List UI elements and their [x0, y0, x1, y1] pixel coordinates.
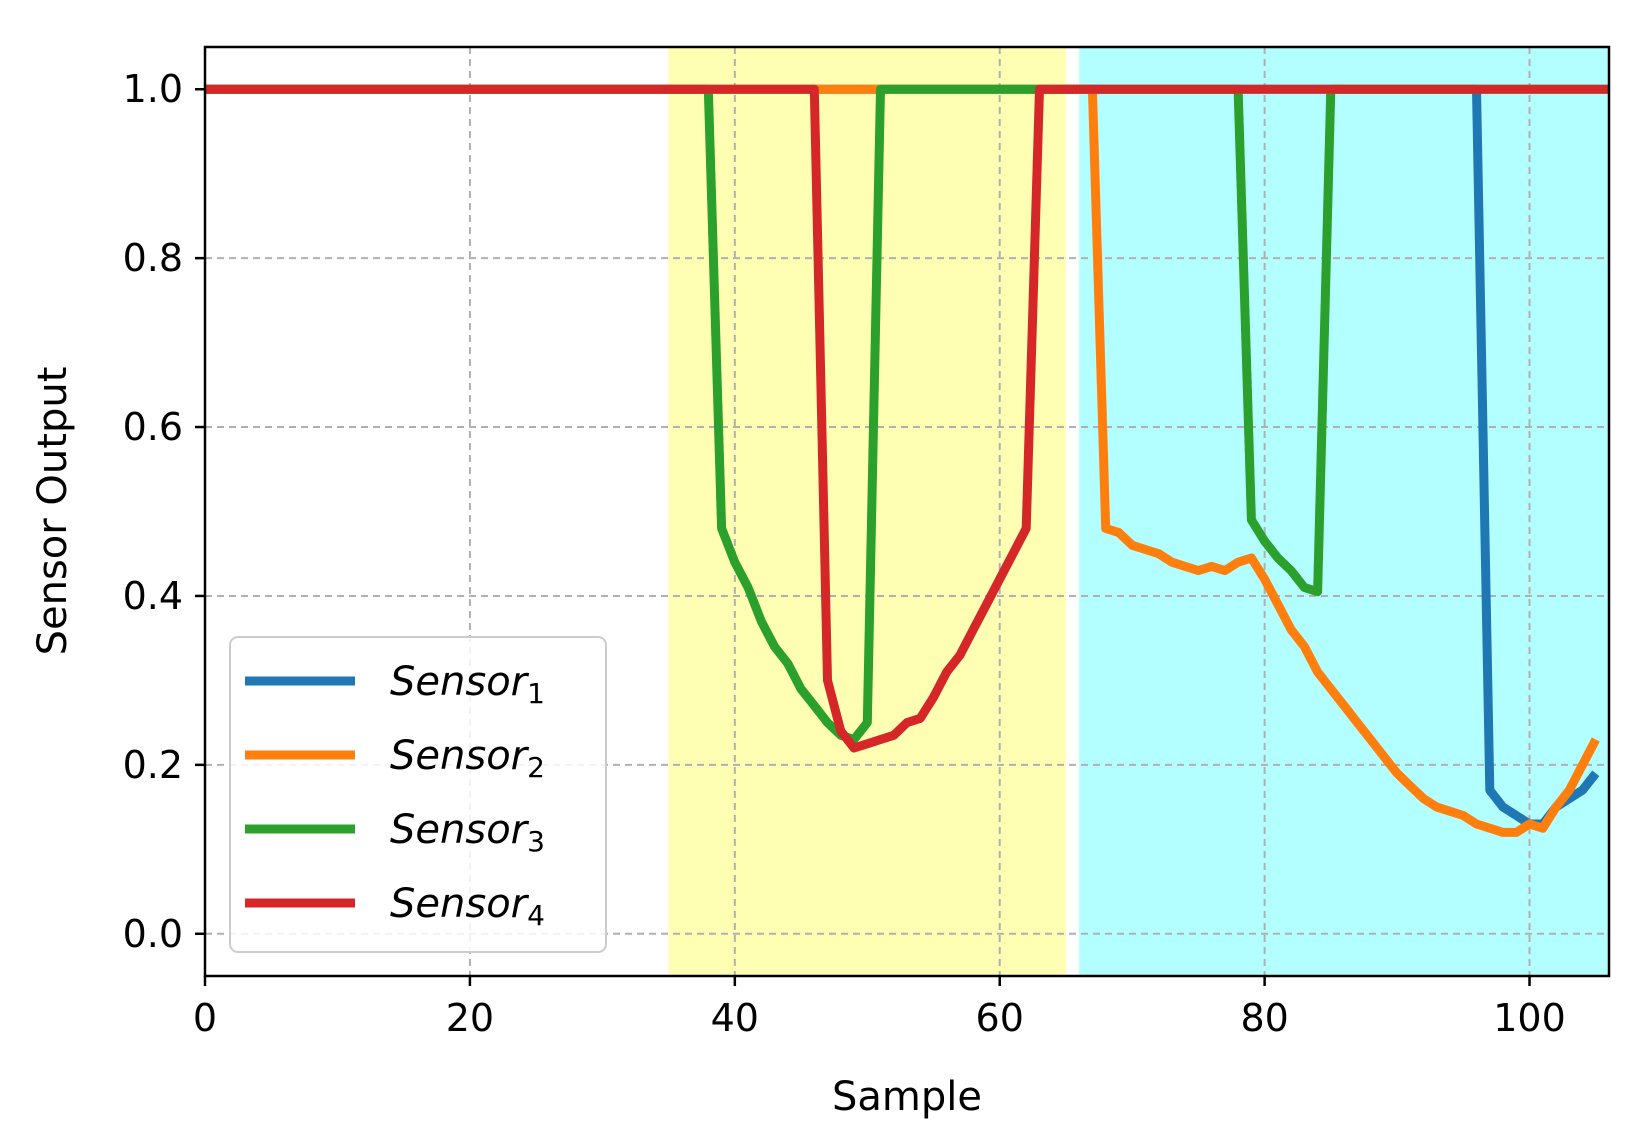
- y-tick-label: 0.2: [123, 743, 183, 787]
- x-tick-label: 20: [446, 996, 494, 1040]
- plot-frame: [203, 45, 1611, 978]
- x-tick-label: 60: [976, 996, 1024, 1040]
- x-tick-label: 0: [193, 996, 217, 1040]
- y-axis-title: Sensor Output: [30, 367, 76, 656]
- x-tick-label: 100: [1493, 996, 1566, 1040]
- series-line-sensor-4: [205, 84, 1609, 753]
- series-lines: [205, 84, 1609, 837]
- y-tick-label: 0.6: [123, 405, 183, 449]
- legend-box: [229, 636, 607, 953]
- axis-ticks: 0 20 40 60 80 100 0.0 0.2 0.4 0.6 0.8 1.0: [123, 67, 1566, 1040]
- y-tick-label: 1.0: [123, 67, 183, 111]
- legend-label-sensor-3: Sensor3: [390, 807, 545, 858]
- legend-label-sensor-4: Sensor4: [390, 881, 545, 932]
- legend-label-sensor-1: Sensor1: [390, 659, 545, 710]
- x-tick-label: 40: [711, 996, 759, 1040]
- series-line-sensor-2: [205, 84, 1600, 837]
- shaded-regions: [668, 47, 1609, 976]
- y-tick-label: 0.8: [123, 236, 183, 280]
- legend-label-sensor-2: Sensor2: [390, 733, 545, 784]
- y-tick-label: 0.0: [123, 912, 183, 956]
- y-tick-label: 0.4: [123, 574, 183, 618]
- shaded-region-2: [1079, 47, 1609, 976]
- x-tick-label: 80: [1240, 996, 1288, 1040]
- legend-entries: Sensor1 Sensor2 Sensor3 Sensor4: [245, 659, 545, 932]
- x-axis-title: Sample: [832, 1074, 982, 1120]
- legend: Sensor1 Sensor2 Sensor3 Sensor4: [229, 636, 607, 953]
